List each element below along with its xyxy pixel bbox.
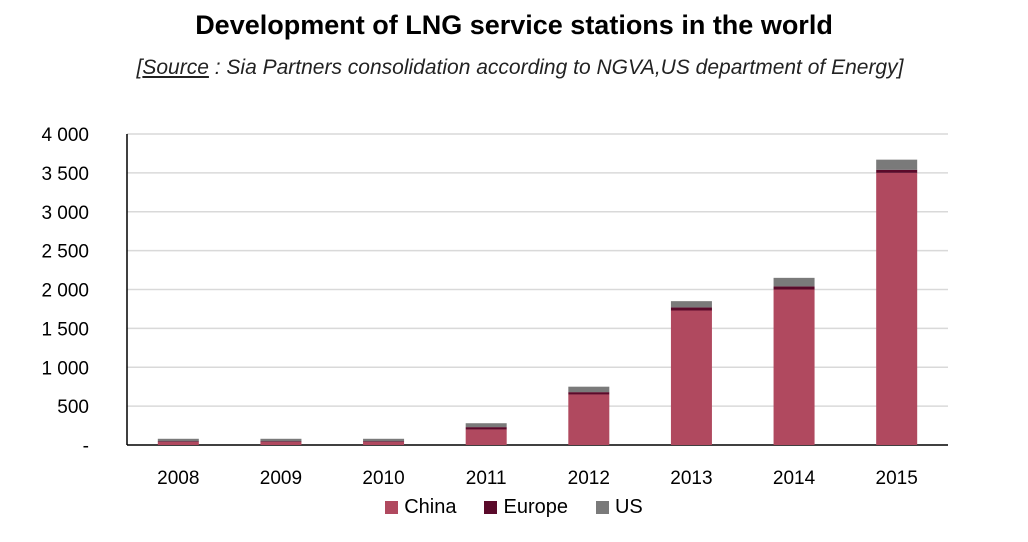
bar-europe-2014 xyxy=(773,286,815,290)
y-tick-label: 3 000 xyxy=(41,203,89,224)
bar-europe-2015 xyxy=(876,169,918,173)
x-tick-label: 2015 xyxy=(876,468,918,489)
bar-europe-2011 xyxy=(465,427,507,430)
bar-us-2015 xyxy=(876,159,918,170)
bar-us-2010 xyxy=(363,438,405,442)
y-tick-label: 2 500 xyxy=(41,242,89,263)
legend-swatch-us xyxy=(595,501,609,514)
legend-label-europe: Europe xyxy=(503,496,568,518)
bar-china-2011 xyxy=(465,429,507,445)
bar-europe-2012 xyxy=(568,392,610,395)
bar-europe-2009 xyxy=(260,441,302,442)
x-tick-label: 2012 xyxy=(568,468,610,489)
legend-swatch-china xyxy=(385,501,399,514)
x-tick-label: 2010 xyxy=(362,468,404,489)
bar-us-2012 xyxy=(568,386,610,393)
x-tick-label: 2014 xyxy=(773,468,816,489)
bar-europe-2008 xyxy=(157,441,199,442)
bar-china-2008 xyxy=(157,441,199,445)
bar-us-2014 xyxy=(773,277,815,287)
y-tick-label: 3 500 xyxy=(41,164,89,185)
x-tick-label: 2008 xyxy=(157,468,199,489)
y-tick-label: 4 000 xyxy=(41,125,89,146)
bar-us-2008 xyxy=(157,438,199,442)
bar-us-2011 xyxy=(465,423,507,428)
legend-swatch-europe xyxy=(484,501,498,514)
stacked-bar-chart: - 500 1 000 1 500 2 000 2 500 3 000 3 500 4 000 2… xyxy=(41,125,948,489)
legend-item-us: US xyxy=(595,496,643,519)
subtitle-bracket: [ xyxy=(136,56,143,79)
y-tick-label: - xyxy=(83,436,89,457)
legend-label-china: China xyxy=(404,496,457,518)
subtitle-source-word: Source xyxy=(142,56,209,79)
subtitle-source-text: : Sia Partners consolidation according t… xyxy=(208,56,904,79)
bar-china-2009 xyxy=(260,441,302,445)
bar-china-2010 xyxy=(363,441,405,445)
y-tick-label: 1 000 xyxy=(41,358,89,379)
x-tick-label: 2011 xyxy=(466,468,507,489)
y-tick-label: 500 xyxy=(57,397,89,418)
bar-china-2014 xyxy=(773,289,815,445)
legend-label-us: US xyxy=(614,496,643,518)
legend-item-europe: Europe xyxy=(484,496,568,519)
bar-europe-2013 xyxy=(670,307,712,311)
legend-item-china: China xyxy=(385,496,456,519)
chart-subtitle: [Source : Sia Partners consolidation acc… xyxy=(0,56,1028,80)
bar-us-2013 xyxy=(670,301,712,308)
bar-china-2012 xyxy=(568,394,610,445)
x-tick-label: 2013 xyxy=(670,468,712,489)
bar-china-2015 xyxy=(876,172,918,445)
x-tick-label: 2009 xyxy=(260,468,302,489)
y-tick-label: 2 000 xyxy=(41,281,89,302)
chart-legend: China Europe US xyxy=(0,496,1028,519)
y-tick-label: 1 500 xyxy=(41,319,89,340)
bar-us-2009 xyxy=(260,438,302,442)
chart-title: Development of LNG service stations in t… xyxy=(195,10,833,40)
bar-europe-2010 xyxy=(363,441,405,442)
bar-china-2013 xyxy=(670,310,712,445)
